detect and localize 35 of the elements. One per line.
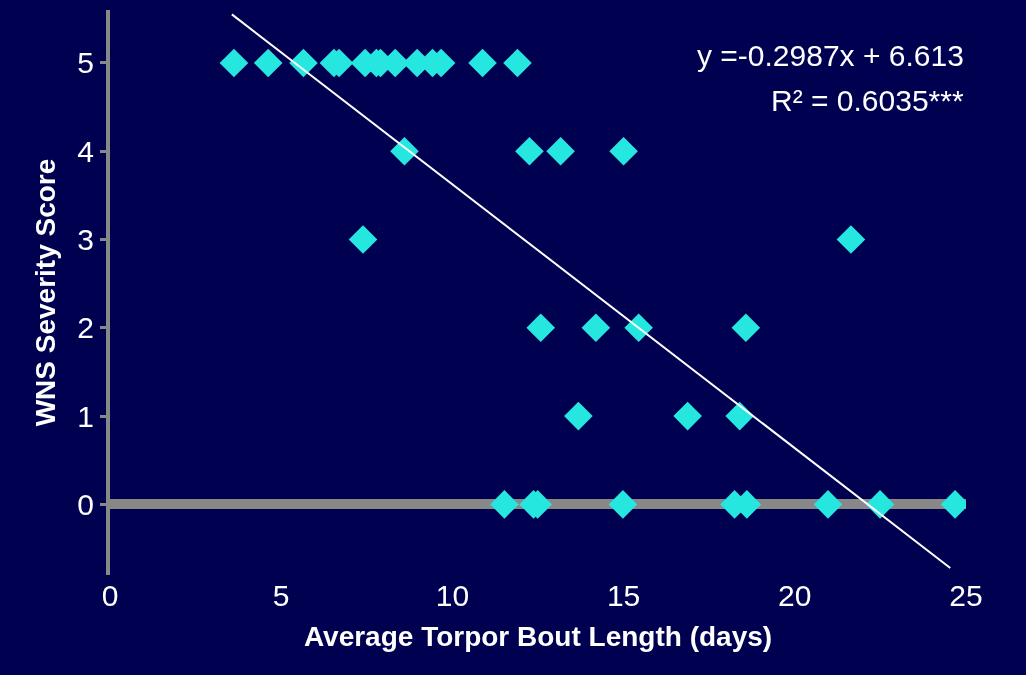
point	[546, 136, 575, 166]
point	[609, 136, 638, 166]
point	[526, 313, 556, 343]
point	[608, 490, 638, 519]
point	[503, 48, 532, 78]
point	[515, 136, 544, 166]
point	[673, 401, 702, 431]
y-tick-label: 0	[77, 487, 94, 521]
y-axis-title: WNS Severity Score	[29, 158, 61, 427]
point	[731, 313, 761, 343]
annotation: y =-0.2987x + 6.613	[697, 39, 964, 72]
point	[468, 48, 497, 78]
x-tick-label: 0	[101, 579, 119, 612]
y-tick-label: 5	[77, 46, 94, 80]
x-tick-label: 10	[435, 579, 470, 612]
point	[219, 48, 249, 78]
x-tick-label: 20	[778, 579, 812, 612]
point	[836, 225, 866, 254]
point	[564, 401, 593, 431]
x-tick-label: 15	[606, 579, 641, 612]
y-tick-label: 2	[77, 311, 94, 345]
x-tick-label: 5	[272, 579, 290, 612]
point	[581, 313, 611, 343]
point	[725, 401, 754, 431]
y-tick-label: 3	[77, 223, 94, 257]
annotation: R² = 0.6035***	[771, 84, 964, 117]
point	[390, 136, 419, 166]
point	[348, 225, 378, 254]
y-tick-label: 1	[77, 399, 94, 433]
point	[490, 490, 519, 519]
x-tick-label: 25	[949, 579, 983, 612]
x-axis-title: Average Torpor Bout Length (days)	[303, 621, 773, 653]
point	[253, 48, 283, 78]
y-tick-label: 4	[77, 134, 94, 168]
point	[813, 490, 843, 519]
